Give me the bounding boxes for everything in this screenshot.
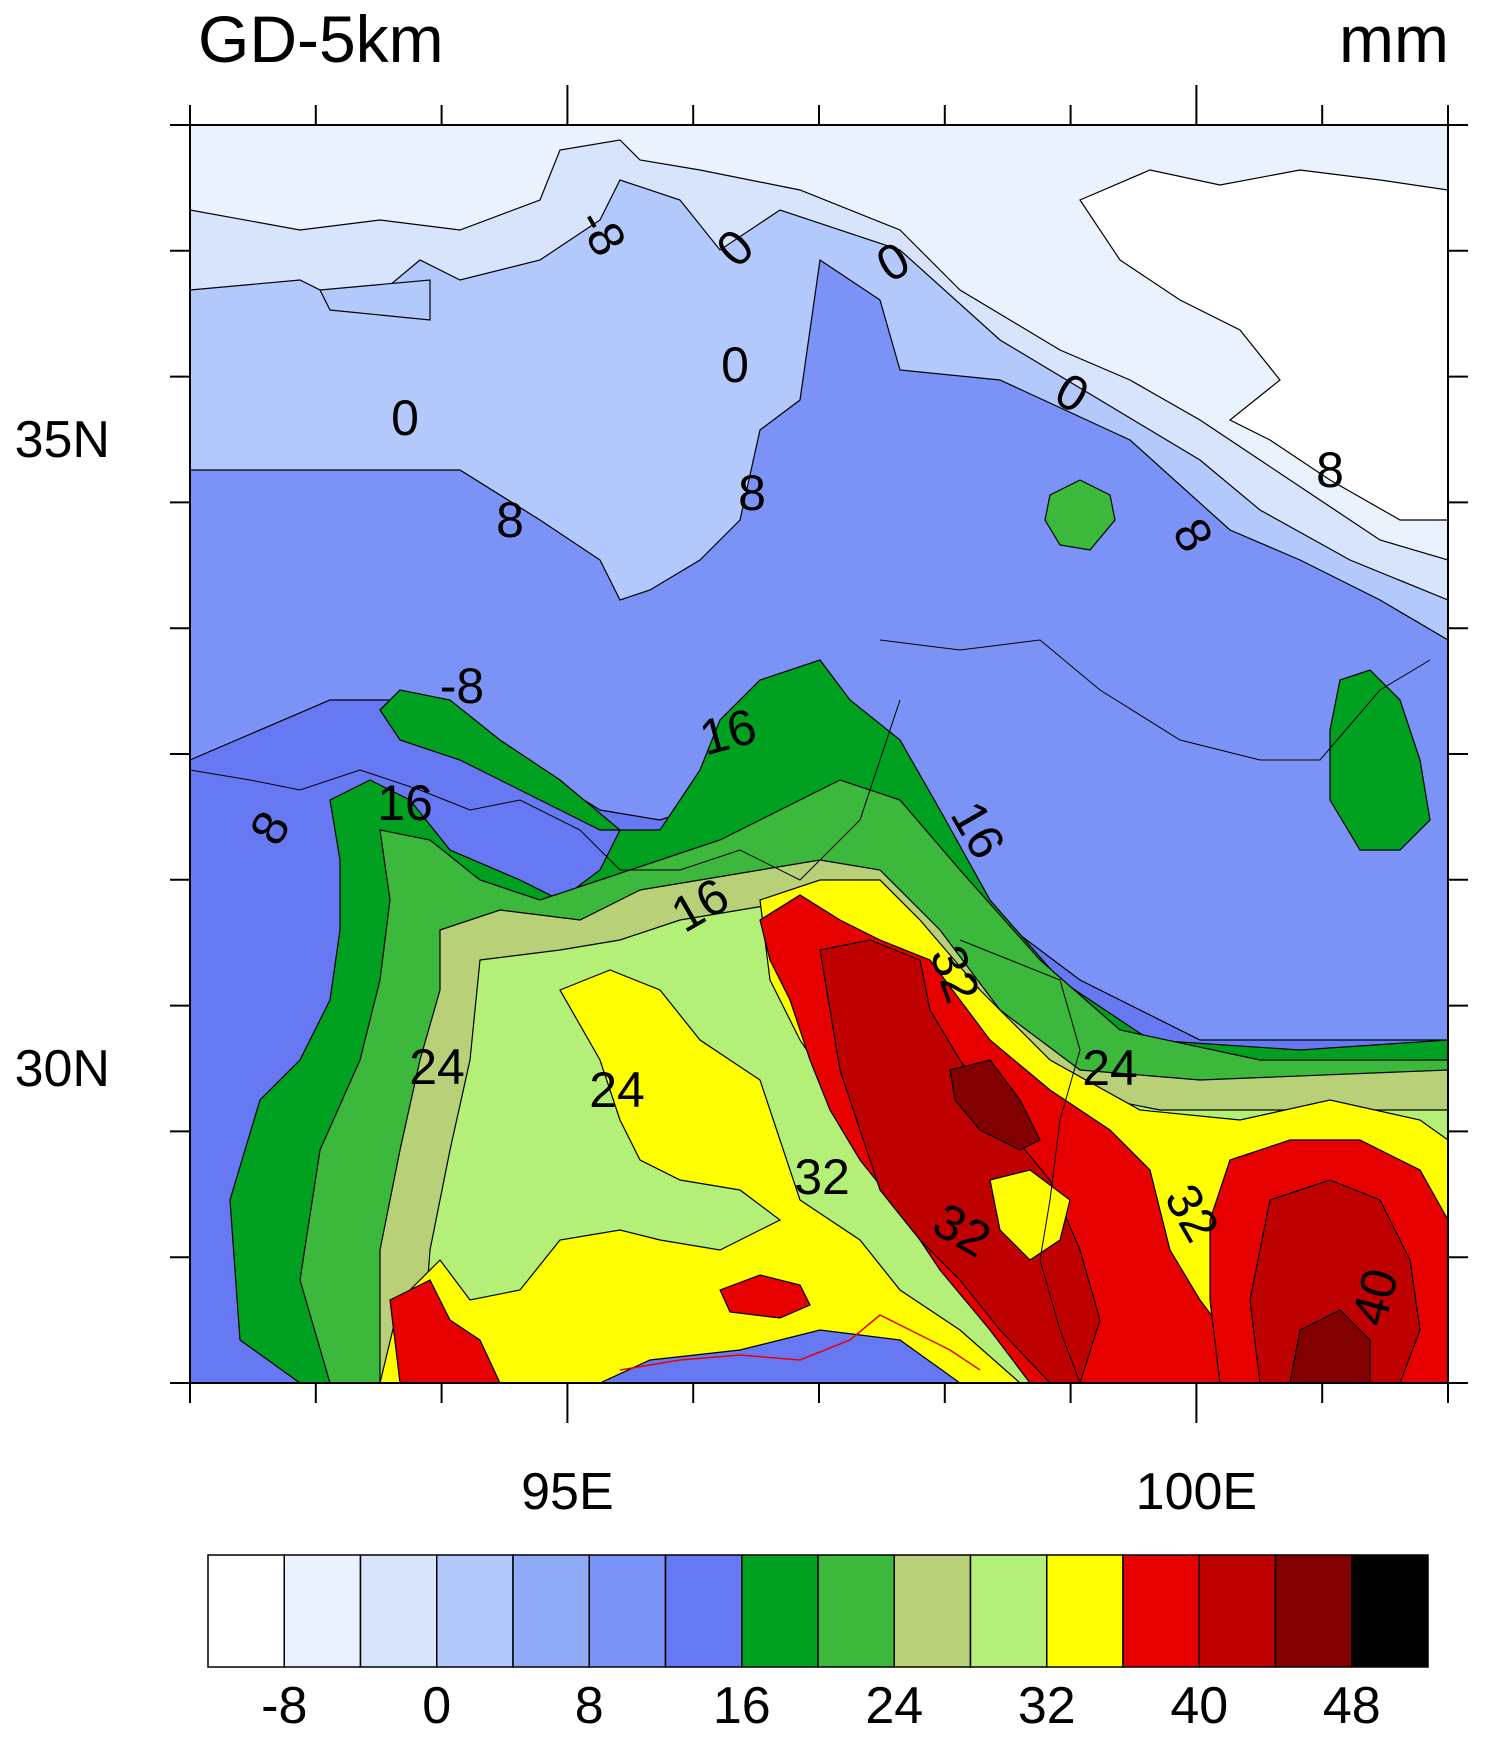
y-tick-label: 35N — [14, 410, 110, 469]
axis-ticks — [170, 85, 1468, 1423]
contour-label: 8 — [738, 465, 766, 521]
colorbar-swatch — [1198, 1554, 1277, 1668]
field-yellow-blob — [989, 1169, 1071, 1261]
colorbar-label: 48 — [1322, 1677, 1381, 1735]
colorbar-swatch — [741, 1554, 819, 1668]
field-deepred-se — [1289, 1309, 1371, 1383]
field-white-ne — [1079, 169, 1448, 521]
colorbar-swatch — [436, 1554, 514, 1668]
plot-title: GD-5km — [198, 2, 444, 76]
contour-label: 24 — [1082, 1040, 1138, 1096]
colorbar-label: 8 — [574, 1677, 604, 1735]
x-tick-label: 95E — [521, 1463, 614, 1521]
field-darkred-se — [1249, 1179, 1421, 1383]
field-deepred — [949, 1059, 1041, 1151]
colorbar-label: -8 — [261, 1677, 308, 1735]
contour-label: 0 — [391, 390, 419, 446]
colorbar-swatch — [817, 1554, 895, 1668]
field-red-small — [719, 1274, 811, 1319]
colorbar-swatch — [359, 1554, 438, 1668]
colorbar — [207, 1554, 1429, 1668]
colorbar-swatch — [664, 1554, 743, 1668]
units-label: mm — [1339, 2, 1449, 76]
colorbar-swatch — [1122, 1554, 1200, 1668]
colorbar-label: 0 — [422, 1677, 452, 1735]
border-lines — [190, 639, 1431, 1383]
field-yellow — [379, 969, 1021, 1383]
colorbar-swatch — [1274, 1554, 1353, 1668]
contour-label: 32 — [794, 1149, 850, 1205]
field-darkred — [819, 939, 1101, 1383]
contour-label: 0 — [721, 337, 749, 393]
colorbar-swatch — [969, 1554, 1048, 1668]
contour-label: 24 — [409, 1039, 465, 1095]
colorbar-label: 16 — [712, 1677, 771, 1735]
field-light-nw — [319, 279, 431, 321]
colorbar-swatch — [207, 1554, 285, 1668]
y-tick-label: 30N — [14, 1039, 110, 1098]
colorbar-swatch — [1351, 1554, 1429, 1668]
field-green-small — [1044, 479, 1116, 551]
colorbar-swatch — [588, 1554, 667, 1668]
field-blue-south — [599, 1329, 962, 1383]
contour-label: 16 — [377, 775, 433, 831]
colorbar-swatch — [512, 1554, 590, 1668]
field-green-ne-blob — [1329, 669, 1431, 851]
precip-field — [190, 125, 1448, 1383]
contour-label: 8 — [496, 492, 524, 548]
contour-label: 24 — [589, 1062, 645, 1118]
colorbar-label: 40 — [1170, 1677, 1229, 1735]
colorbar-label: 32 — [1017, 1677, 1076, 1735]
contour-label: -8 — [439, 658, 485, 714]
field-red-sw — [389, 1279, 501, 1383]
colorbar-swatch — [1046, 1554, 1124, 1668]
x-tick-label: 100E — [1135, 1463, 1258, 1521]
contour-label: 8 — [1316, 442, 1344, 498]
border-red — [619, 1314, 981, 1371]
colorbar-label: 24 — [865, 1677, 924, 1735]
colorbar-swatch — [893, 1554, 972, 1668]
colorbar-swatch — [283, 1554, 362, 1668]
